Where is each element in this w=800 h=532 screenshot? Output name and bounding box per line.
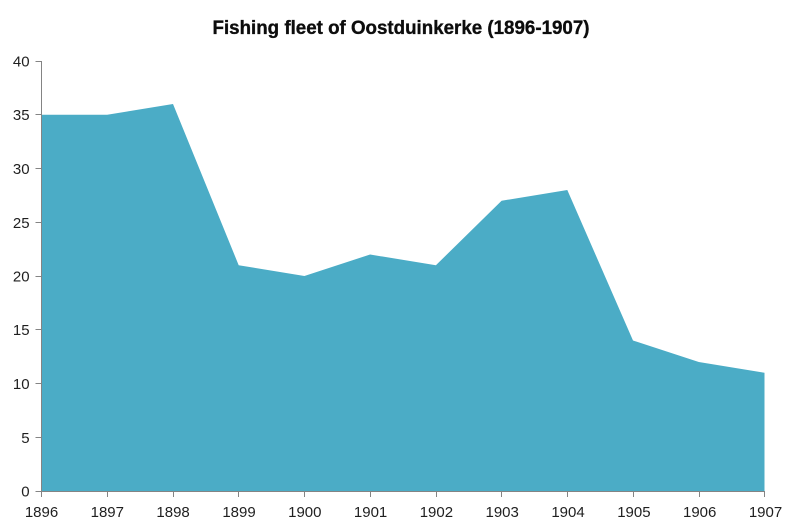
svg-text:20: 20 bbox=[13, 269, 30, 286]
svg-text:1901: 1901 bbox=[354, 504, 387, 521]
svg-text:1906: 1906 bbox=[683, 504, 716, 521]
svg-text:1896: 1896 bbox=[25, 504, 58, 521]
svg-text:15: 15 bbox=[13, 322, 30, 339]
svg-text:40: 40 bbox=[13, 54, 30, 71]
svg-text:1897: 1897 bbox=[91, 504, 124, 521]
svg-text:1903: 1903 bbox=[486, 504, 519, 521]
svg-text:30: 30 bbox=[13, 161, 30, 178]
svg-text:10: 10 bbox=[13, 376, 30, 393]
svg-text:1902: 1902 bbox=[420, 504, 453, 521]
svg-text:Fishing fleet of Oostduinkerke: Fishing fleet of Oostduinkerke (1896-190… bbox=[213, 17, 590, 39]
svg-text:1900: 1900 bbox=[288, 504, 321, 521]
svg-text:1904: 1904 bbox=[551, 504, 584, 521]
svg-text:35: 35 bbox=[13, 107, 30, 124]
svg-text:5: 5 bbox=[21, 430, 29, 447]
svg-text:1905: 1905 bbox=[617, 504, 650, 521]
svg-text:1899: 1899 bbox=[222, 504, 255, 521]
svg-text:1907: 1907 bbox=[749, 504, 782, 521]
svg-text:25: 25 bbox=[13, 215, 30, 232]
svg-text:0: 0 bbox=[21, 484, 29, 501]
svg-text:1898: 1898 bbox=[156, 504, 189, 521]
